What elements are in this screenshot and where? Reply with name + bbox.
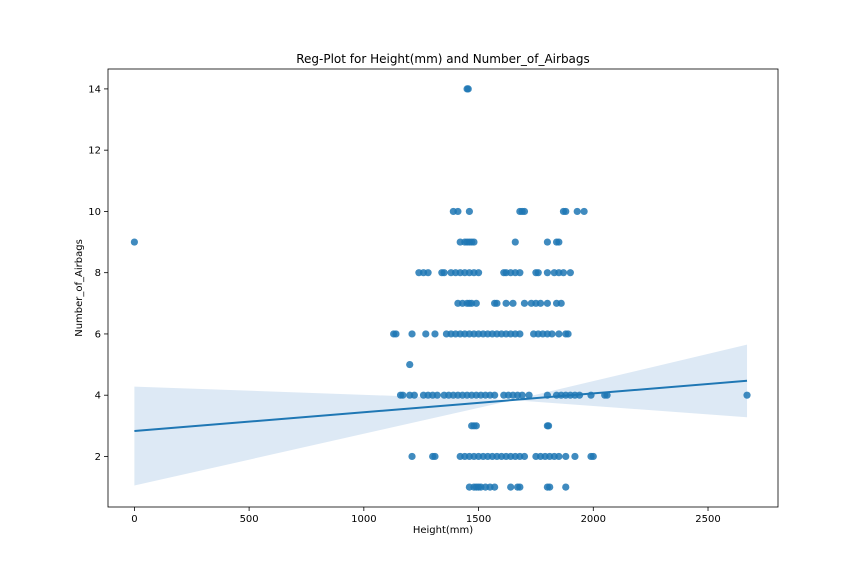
scatter-point	[566, 269, 574, 277]
scatter-point	[464, 85, 472, 93]
scatter-point	[509, 299, 517, 307]
scatter-point	[507, 483, 515, 491]
x-tick-label: 0	[131, 514, 137, 525]
scatter-point	[520, 207, 529, 216]
scatter-point	[520, 452, 529, 461]
scatter-point	[408, 452, 416, 461]
scatter-point	[130, 238, 138, 246]
scatter-point	[516, 269, 524, 277]
scatter-point	[408, 330, 416, 338]
scatter-point	[548, 330, 556, 338]
scatter-point	[546, 483, 554, 491]
scatter-point	[743, 391, 751, 399]
scatter-point	[559, 269, 568, 277]
scatter-point	[516, 330, 524, 338]
scatter-point	[543, 269, 552, 277]
scatter-point	[511, 238, 519, 246]
scatter-point	[518, 391, 526, 399]
y-tick-label: 2	[95, 452, 101, 463]
scatter-point	[502, 299, 510, 307]
scatter-point	[491, 483, 499, 491]
scatter-point	[525, 391, 533, 399]
scatter-point	[406, 360, 414, 369]
scatter-point	[557, 299, 565, 307]
x-axis-label: Height(mm)	[413, 525, 473, 536]
scatter-point	[573, 207, 581, 216]
plot-frame	[107, 68, 779, 508]
scatter-point	[520, 299, 529, 307]
x-tick-label: 2500	[695, 514, 720, 525]
y-tick-label: 6	[95, 329, 101, 340]
scatter-point	[534, 269, 542, 277]
scatter-point	[562, 483, 570, 491]
scatter-points-layer	[130, 85, 751, 491]
scatter-point	[465, 207, 473, 216]
scatter-point	[410, 391, 418, 399]
x-tick-label: 1500	[466, 514, 491, 525]
y-tick-label: 4	[95, 391, 101, 402]
scatter-point	[580, 207, 588, 216]
scatter-point	[472, 422, 480, 430]
scatter-point	[564, 330, 572, 338]
scatter-point	[431, 330, 439, 338]
scatter-point	[493, 299, 501, 307]
scatter-point	[491, 391, 499, 399]
scatter-point	[555, 330, 563, 338]
regression-line-layer	[134, 379, 748, 433]
x-axis-ticks: 0 500 1000 1500 2000 2500	[131, 507, 721, 525]
y-tick-label: 8	[95, 268, 101, 279]
y-axis-ticks: 2 4 6 8 10 12 14	[88, 84, 108, 463]
scatter-point	[422, 330, 430, 338]
chart-title: Reg-Plot for Height(mm) and Number_of_Ai…	[296, 52, 590, 66]
regression-line	[134, 379, 748, 433]
scatter-point	[543, 238, 552, 246]
scatter-point	[516, 483, 524, 491]
scatter-point	[543, 299, 552, 307]
y-tick-label: 14	[88, 84, 101, 95]
scatter-point	[562, 207, 570, 216]
scatter-point	[589, 452, 597, 461]
scatter-point	[424, 269, 432, 277]
scatter-point	[454, 207, 462, 216]
scatter-point	[536, 299, 545, 307]
scatter-point	[431, 452, 439, 461]
x-tick-label: 2000	[581, 514, 606, 525]
scatter-point	[392, 330, 400, 338]
scatter-point	[472, 299, 480, 307]
scatter-point	[440, 269, 448, 277]
confidence-band-layer	[134, 344, 748, 486]
scatter-point	[474, 269, 483, 277]
x-tick-label: 1000	[351, 514, 376, 525]
x-tick-label: 500	[240, 514, 259, 525]
scatter-point	[544, 422, 553, 430]
scatter-point	[555, 452, 563, 461]
scatter-point	[555, 238, 563, 246]
y-tick-label: 10	[88, 207, 101, 218]
y-tick-label: 12	[88, 146, 101, 157]
scatter-point	[433, 391, 441, 399]
y-axis-label: Number_of_Airbags	[74, 239, 85, 337]
scatter-point	[562, 452, 570, 461]
scatter-point	[470, 238, 478, 246]
scatter-point	[571, 452, 579, 461]
scatter-point	[399, 391, 407, 399]
confidence-band	[134, 344, 748, 486]
